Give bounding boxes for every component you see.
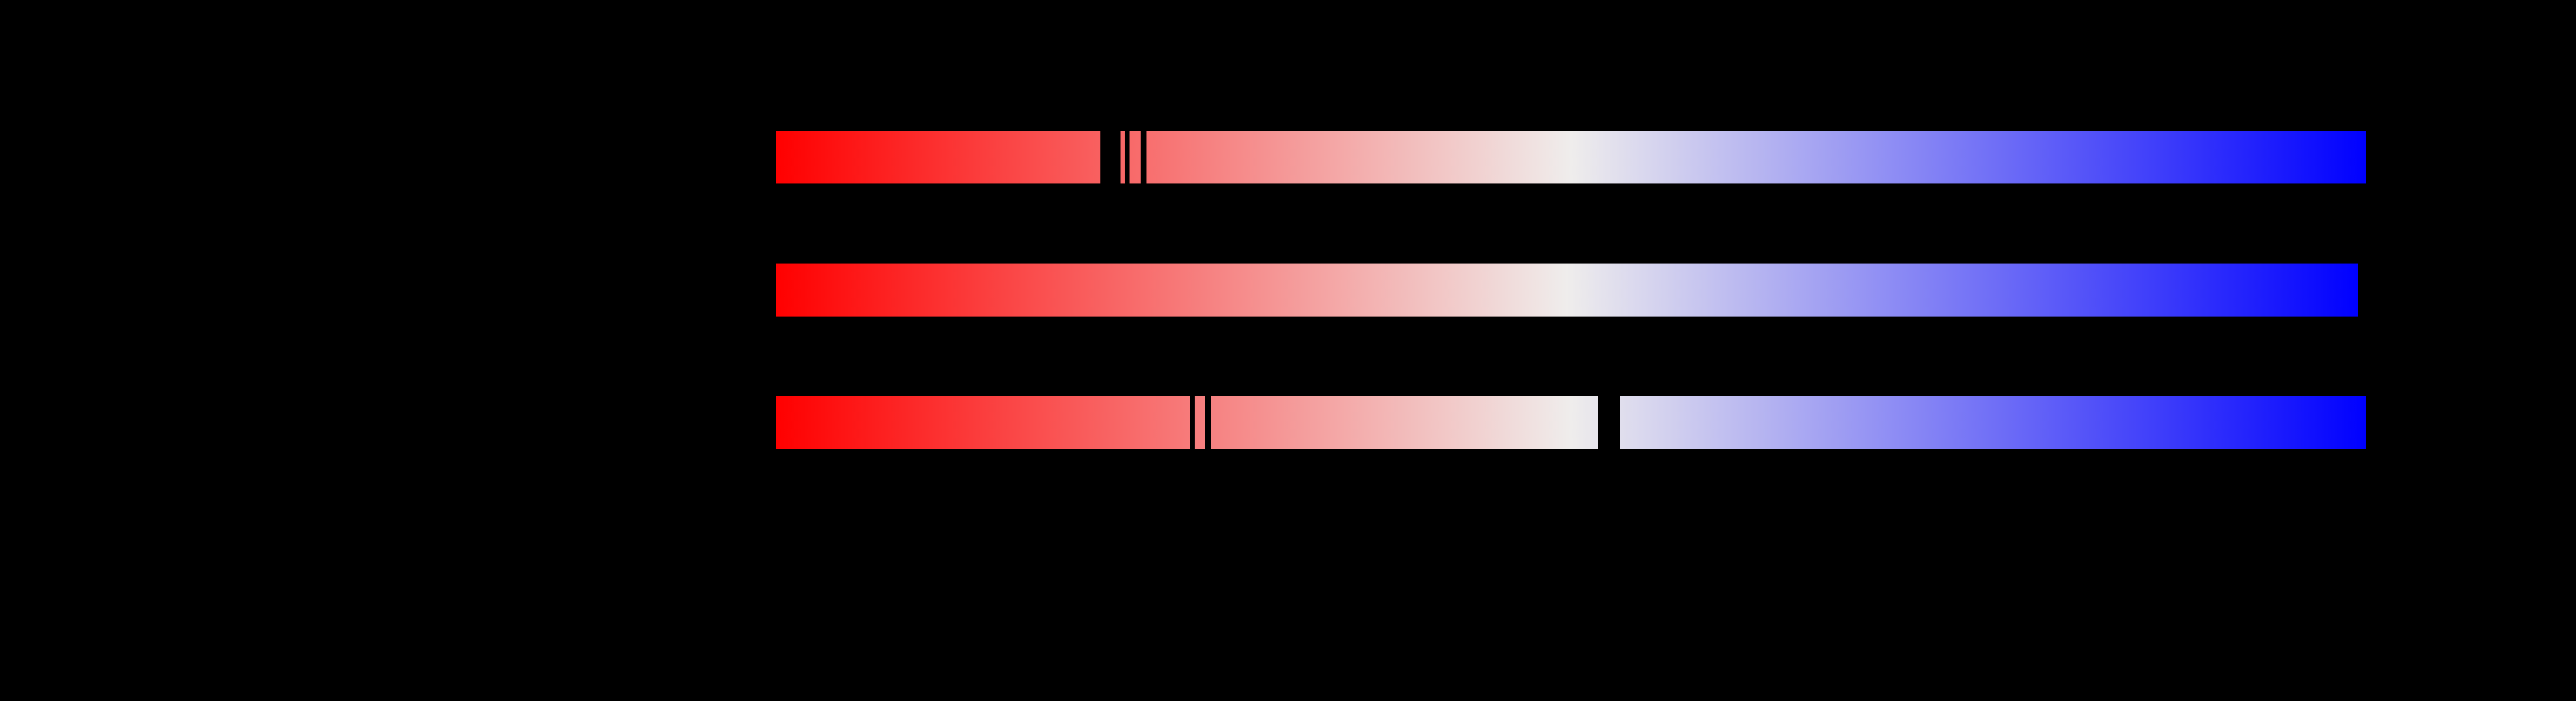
marker-line <box>1205 396 1211 449</box>
marker-line <box>1100 131 1121 183</box>
marker-line <box>1141 131 1146 183</box>
marker-line <box>1598 396 1620 449</box>
colorbar-strip-1 <box>776 131 2366 183</box>
marker-line <box>1190 396 1195 449</box>
colorbar-strip-3 <box>776 396 2366 449</box>
colorbar-strip-2 <box>776 264 2358 317</box>
marker-line <box>1125 131 1130 183</box>
